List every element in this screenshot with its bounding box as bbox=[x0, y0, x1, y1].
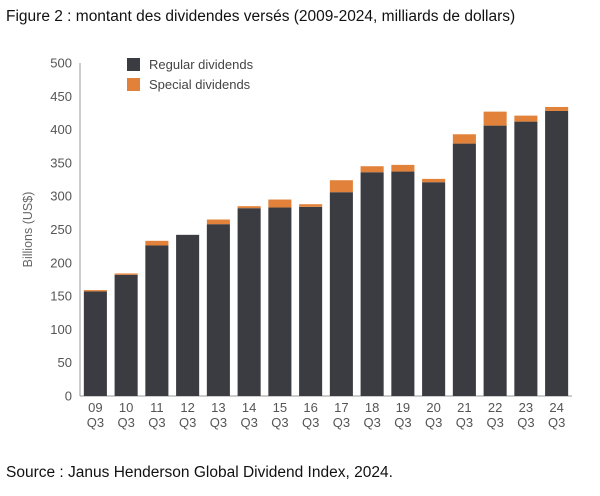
bar-regular bbox=[360, 172, 384, 396]
x-tick-label-year: 22 bbox=[488, 400, 502, 415]
x-tick-label-year: 17 bbox=[334, 400, 348, 415]
x-tick-label-quarter: Q3 bbox=[87, 415, 104, 430]
bar-special bbox=[268, 199, 292, 208]
legend-label-regular: Regular dividends bbox=[149, 57, 254, 72]
bar-regular bbox=[545, 110, 569, 397]
x-tick-label-quarter: Q3 bbox=[394, 415, 411, 430]
y-tick-label: 200 bbox=[50, 255, 72, 270]
y-axis-ticks: 0 50 100 150 200 250 300 350 400 450 500 bbox=[50, 56, 72, 404]
bar-regular bbox=[268, 207, 292, 396]
bar-special bbox=[329, 180, 353, 193]
y-tick-label: 400 bbox=[50, 122, 72, 137]
y-axis-title: Billions (US$) bbox=[21, 192, 35, 268]
bar-regular bbox=[237, 208, 261, 396]
bar-special bbox=[237, 206, 261, 209]
legend-label-special: Special dividends bbox=[149, 77, 251, 92]
x-tick-label-year: 13 bbox=[211, 400, 225, 415]
y-tick-label: 50 bbox=[58, 355, 72, 370]
bar-regular bbox=[206, 224, 230, 396]
bar-special bbox=[360, 166, 384, 173]
x-tick-label-quarter: Q3 bbox=[486, 415, 503, 430]
bar-regular bbox=[83, 291, 107, 396]
x-tick-label-quarter: Q3 bbox=[363, 415, 380, 430]
bar-regular bbox=[145, 245, 169, 396]
x-tick-label-quarter: Q3 bbox=[333, 415, 350, 430]
x-tick-label-year: 09 bbox=[88, 400, 102, 415]
legend: Regular dividends Special dividends bbox=[127, 57, 254, 92]
bar-regular bbox=[452, 143, 476, 396]
bar-regular bbox=[391, 171, 415, 396]
x-tick-label-year: 11 bbox=[150, 400, 164, 415]
x-tick-label-year: 15 bbox=[273, 400, 287, 415]
y-tick-label: 150 bbox=[50, 289, 72, 304]
bar-special bbox=[145, 240, 169, 246]
x-tick-label-year: 23 bbox=[519, 400, 533, 415]
bar-special bbox=[83, 290, 107, 292]
bar-special bbox=[514, 115, 538, 122]
bar-regular bbox=[514, 121, 538, 396]
bar-special bbox=[391, 164, 415, 172]
bar-special bbox=[422, 178, 446, 183]
x-tick-label-quarter: Q3 bbox=[425, 415, 442, 430]
y-tick-label: 450 bbox=[50, 89, 72, 104]
bar-special bbox=[483, 111, 507, 126]
y-tick-label: 500 bbox=[50, 56, 72, 71]
x-tick-label-quarter: Q3 bbox=[179, 415, 196, 430]
x-tick-label-quarter: Q3 bbox=[240, 415, 257, 430]
x-tick-label-year: 18 bbox=[365, 400, 379, 415]
x-tick-label-year: 16 bbox=[303, 400, 317, 415]
source-note: Source : Janus Henderson Global Dividend… bbox=[6, 464, 393, 481]
bar-special bbox=[299, 204, 323, 207]
x-tick-label-quarter: Q3 bbox=[117, 415, 134, 430]
legend-swatch-special bbox=[127, 78, 140, 91]
figure-caption: Figure 2 : montant des dividendes versés… bbox=[6, 8, 516, 25]
bar-regular bbox=[299, 206, 323, 396]
bar-regular bbox=[422, 182, 446, 396]
x-tick-label-year: 14 bbox=[242, 400, 256, 415]
x-tick-label-year: 12 bbox=[180, 400, 194, 415]
bar-regular bbox=[176, 234, 200, 396]
bar-special bbox=[545, 106, 569, 111]
bars-group bbox=[83, 106, 569, 397]
x-tick-label-year: 19 bbox=[396, 400, 410, 415]
x-tick-label-year: 20 bbox=[426, 400, 440, 415]
x-tick-label-quarter: Q3 bbox=[271, 415, 288, 430]
bar-regular bbox=[329, 192, 353, 396]
x-tick-label-quarter: Q3 bbox=[148, 415, 165, 430]
bar-special bbox=[114, 273, 138, 275]
x-axis-ticks: 09Q310Q311Q312Q313Q314Q315Q316Q317Q318Q3… bbox=[87, 400, 566, 430]
x-tick-label-quarter: Q3 bbox=[548, 415, 565, 430]
bar-regular bbox=[483, 125, 507, 396]
x-tick-label-year: 21 bbox=[457, 400, 471, 415]
x-tick-label-quarter: Q3 bbox=[456, 415, 473, 430]
x-tick-label-quarter: Q3 bbox=[302, 415, 319, 430]
y-tick-label: 0 bbox=[65, 389, 72, 404]
y-tick-label: 300 bbox=[50, 189, 72, 204]
y-tick-label: 350 bbox=[50, 155, 72, 170]
x-tick-label-year: 24 bbox=[549, 400, 563, 415]
legend-swatch-regular bbox=[127, 58, 140, 71]
bar-regular bbox=[114, 274, 138, 396]
x-tick-label-quarter: Q3 bbox=[517, 415, 534, 430]
bar-special bbox=[206, 219, 230, 225]
y-tick-label: 250 bbox=[50, 222, 72, 237]
y-tick-label: 100 bbox=[50, 322, 72, 337]
x-tick-label-year: 10 bbox=[119, 400, 133, 415]
x-tick-label-quarter: Q3 bbox=[210, 415, 227, 430]
bar-special bbox=[452, 134, 476, 144]
